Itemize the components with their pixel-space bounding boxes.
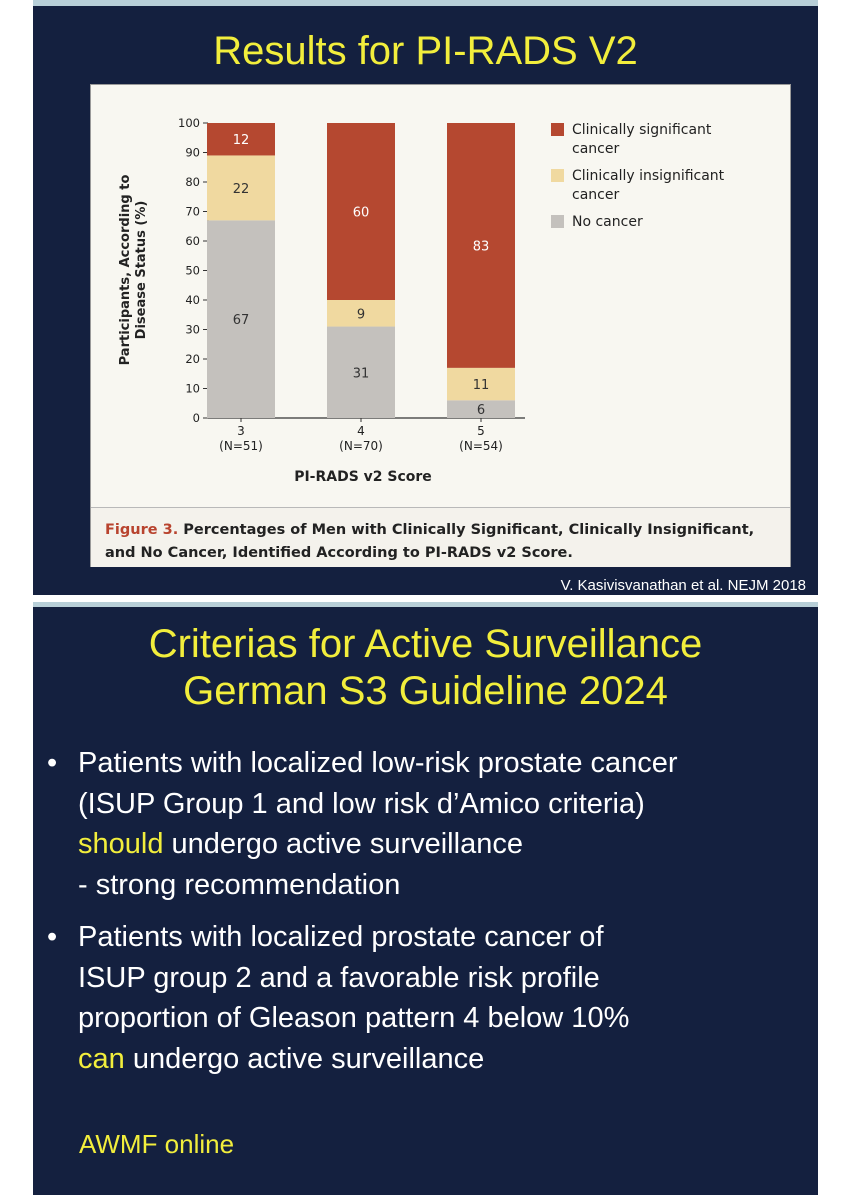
bar-segment: [447, 367, 515, 401]
bar-segment: [327, 300, 395, 327]
y-tick-label: 90: [185, 146, 200, 160]
bullet-item-1: • Patients with localized low-risk prost…: [43, 743, 813, 905]
y-tick-label: 10: [185, 382, 200, 396]
legend-label: cancer: [572, 187, 619, 203]
bar-value-label: 9: [357, 307, 365, 322]
bullet1-line3: should undergo active surveillance: [78, 824, 813, 865]
bullet1-line3-rest: undergo active surveillance: [163, 828, 523, 860]
legend-label: Clinically insignificant: [572, 168, 725, 184]
figure-label: Figure 3.: [105, 522, 179, 538]
y-tick-label: 20: [185, 352, 200, 366]
x-axis-label: PI-RADS v2 Score: [294, 469, 432, 485]
slide-criteria: Criterias for Active Surveillance German…: [33, 602, 818, 1195]
y-axis-label-line: Participants, According to: [118, 175, 133, 366]
bar-value-label: 67: [233, 313, 250, 328]
bar-value-label: 6: [477, 403, 485, 418]
slide-title: Criterias for Active Surveillance German…: [33, 621, 818, 715]
bullet2-line2: ISUP group 2 and a favorable risk profil…: [78, 961, 600, 994]
y-tick-label: 0: [193, 411, 200, 425]
bar-segment: [207, 220, 275, 418]
x-tick-sublabel: (N=54): [459, 439, 503, 453]
y-tick-label: 70: [185, 205, 200, 219]
legend-label: cancer: [572, 141, 619, 157]
x-tick-label: 3: [237, 424, 245, 438]
bullet2-line4-rest: undergo active surveillance: [124, 1042, 485, 1075]
legend-swatch: [551, 169, 564, 182]
y-axis-label: Participants, According to Disease Status…: [118, 175, 149, 366]
source-note: AWMF online: [79, 1129, 235, 1159]
highlight-can: can: [78, 1042, 125, 1075]
bullet1-line4: - strong recommendation: [78, 868, 401, 901]
bar-value-label: 11: [473, 378, 490, 393]
bar-value-label: 60: [353, 206, 370, 221]
bar-segment: [207, 123, 275, 156]
title-line-2: German S3 Guideline 2024: [183, 669, 668, 713]
bullet2-line3: proportion of Gleason pattern 4 below 10…: [78, 1002, 630, 1034]
legend-swatch: [551, 215, 564, 228]
bar-value-label: 31: [353, 366, 370, 381]
bullet1-line2: (ISUP Group 1 and low risk d’Amico crite…: [78, 787, 645, 820]
bar-value-label: 12: [233, 133, 250, 148]
legend-label: Clinically significant: [572, 122, 712, 138]
bullet2-line1: Patients with localized prostate cancer …: [78, 921, 604, 953]
x-tick-sublabel: (N=70): [339, 439, 383, 453]
bar-segment: [447, 123, 515, 368]
highlight-should: should: [78, 828, 164, 860]
legend-label: No cancer: [572, 214, 643, 230]
figure-panel: 0 10 20 30 40 50 60 70 80 90 100 Participants, Acco…: [90, 84, 791, 567]
x-tick-sublabel: (N=51): [219, 439, 263, 453]
citation: V. Kasivisvanathan et al. NEJM 2018: [560, 577, 806, 594]
y-tick-label: 100: [178, 116, 200, 130]
y-tick-label: 50: [185, 264, 200, 278]
bar-value-label: 22: [233, 182, 250, 197]
bar-value-label: 83: [473, 239, 490, 254]
slide-results: Results for PI-RADS V2 0 10 20 30 40 50 60 70 80…: [33, 0, 818, 595]
figure-caption-text: Percentages of Men with Clinically Signi…: [105, 522, 755, 561]
title-line-1: Criterias for Active Surveillance: [148, 622, 703, 666]
bullet1-line1: Patients with localized low-risk prostat…: [78, 747, 678, 779]
bar-segment: [447, 400, 515, 418]
stacked-bar-chart: 0 10 20 30 40 50 60 70 80 90 100 Participants, Acco…: [118, 116, 725, 485]
bar-segment: [207, 155, 275, 221]
bullet-icon: •: [47, 921, 58, 953]
y-tick-label: 40: [185, 293, 200, 307]
bar-segment: [327, 326, 395, 418]
y-tick-label: 60: [185, 234, 200, 248]
slide-title: Results for PI-RADS V2: [213, 29, 638, 73]
figure-caption: Figure 3. Percentages of Men with Clinic…: [91, 507, 790, 567]
legend-swatch: [551, 123, 564, 136]
y-tick-label: 30: [185, 323, 200, 337]
bullet-list: • Patients with localized low-risk prost…: [43, 743, 813, 1091]
bar-segment: [327, 123, 395, 300]
bullet2-line4: can undergo active surveillance: [78, 1039, 813, 1080]
bullet-item-2: • Patients with localized prostate cance…: [43, 917, 813, 1079]
bullet-icon: •: [47, 747, 58, 779]
y-tick-label: 80: [185, 175, 200, 189]
x-tick-label: 5: [477, 424, 485, 438]
x-tick-label: 4: [357, 424, 365, 438]
y-axis-label-line: Disease Status (%): [134, 201, 149, 340]
